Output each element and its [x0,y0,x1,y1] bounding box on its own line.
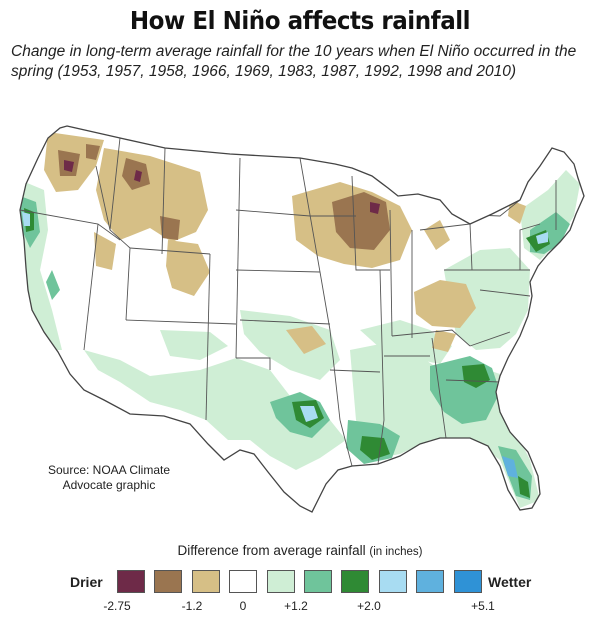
legend-tick: +5.1 [471,599,495,613]
legend-units: (in inches) [369,546,423,558]
source-note: Source: NOAA Climate Advocate graphic [24,463,194,493]
legend-tick: +1.2 [284,599,308,613]
legend-swatch [117,570,145,593]
legend-swatch [379,570,407,593]
source-line-2: Advocate graphic [62,478,156,492]
source-line-1: Source: NOAA Climate [47,463,171,477]
legend-tick: -1.2 [181,599,203,613]
legend-tick: +2.0 [357,599,381,613]
legend-swatch [454,570,482,593]
legend-low-label: Drier [70,574,103,590]
legend-swatch [304,570,332,593]
wet-blue-areas [22,212,548,478]
legend-tick: -2.75 [103,599,131,613]
state-borders [20,137,557,467]
legend-swatch [267,570,295,593]
legend-title: Difference from average rainfall (in inc… [0,543,600,558]
legend-tick: 0 [239,599,247,613]
us-outline [19,125,585,513]
legend-swatch [154,570,182,593]
legend-swatch [341,570,369,593]
dry-dark-areas [64,160,380,214]
legend-swatch [416,570,444,593]
legend-title-text: Difference from average rainfall [177,543,366,558]
map-title: How El Niño affects rainfall [129,6,471,35]
map-subtitle: Change in long-term average rainfall for… [11,43,577,80]
legend-swatch [229,570,257,593]
us-rainfall-map [19,125,585,513]
legend-swatch [192,570,220,593]
legend-high-label: Wetter [488,574,532,590]
